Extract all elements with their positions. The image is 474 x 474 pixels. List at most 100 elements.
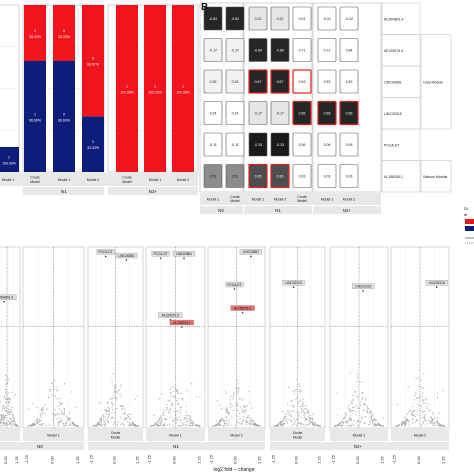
data-point (178, 424, 181, 427)
data-point (185, 411, 187, 413)
data-point (107, 402, 109, 405)
heatmap-cell-value: -0.11 (209, 143, 217, 147)
data-point (304, 419, 306, 421)
data-point (288, 410, 290, 412)
data-point (120, 416, 122, 418)
facet-box-n2 (312, 2, 382, 193)
data-point (342, 422, 345, 424)
data-point (52, 418, 55, 420)
heatmap-cell-value: 0.03 (324, 175, 331, 179)
column-label-line2: Model (122, 180, 132, 184)
data-point (311, 421, 314, 423)
data-point (214, 425, 216, 427)
heatmap-cell-value: 0.22 (255, 17, 262, 21)
data-point (258, 425, 260, 427)
facet-strip (270, 429, 325, 441)
column-label: Model 1 (58, 178, 71, 182)
data-point (250, 419, 253, 421)
data-point (291, 424, 294, 426)
data-point (63, 424, 66, 427)
facet-label: Model 2 (414, 434, 427, 438)
data-point (163, 409, 166, 411)
data-point (126, 420, 129, 422)
data-point (232, 398, 234, 400)
data-point (410, 414, 413, 416)
heatmap-cell (270, 38, 290, 62)
x-tick-label: 0.00 (50, 455, 55, 464)
data-point (171, 404, 174, 407)
heatmap-cell-value: -0.11 (231, 143, 239, 147)
data-point (113, 423, 115, 425)
data-point (356, 396, 359, 399)
data-point (422, 402, 425, 405)
data-point (422, 411, 424, 413)
highlight-point (3, 300, 5, 303)
data-point (3, 424, 6, 426)
data-point (160, 416, 163, 419)
group-strip-n2 (270, 442, 449, 450)
facet-label-line1: Crude (293, 431, 303, 435)
data-point (128, 416, 130, 418)
data-point (7, 411, 9, 413)
data-point (1, 415, 3, 417)
data-point (230, 424, 232, 426)
data-point (313, 424, 316, 427)
data-point (299, 406, 302, 408)
point-label: LINC00861 (243, 250, 259, 254)
data-point (300, 423, 302, 425)
data-point (300, 411, 303, 414)
data-point (6, 376, 9, 378)
data-point (340, 424, 343, 426)
data-point (34, 419, 37, 422)
data-point (363, 409, 366, 411)
data-point (307, 412, 309, 414)
bar-pct-label: 33.33% (29, 35, 41, 39)
data-point (58, 413, 61, 415)
heatmap-cell-value: 0.65 (299, 112, 306, 116)
data-point (99, 419, 101, 421)
data-point (415, 397, 418, 399)
heatmap-cell-value: 0.67 (277, 80, 284, 84)
group-strip-n1 (23, 187, 104, 195)
data-point (352, 410, 355, 412)
data-point (295, 424, 298, 427)
data-point (160, 415, 162, 417)
data-point (414, 394, 416, 397)
data-point (318, 425, 321, 427)
data-point (237, 391, 239, 393)
data-point (0, 422, 1, 425)
data-point (68, 417, 70, 420)
data-point (69, 420, 72, 423)
data-point (9, 422, 11, 425)
data-point (370, 410, 372, 413)
data-point (63, 414, 65, 416)
data-point (113, 391, 115, 394)
data-point (249, 401, 251, 404)
data-point (348, 404, 351, 407)
heatmap-cell (203, 69, 223, 94)
point-label-box (425, 280, 448, 286)
data-point (404, 420, 407, 422)
heatmap-cell (270, 69, 290, 94)
x-tick-label: 0.00 (3, 455, 8, 464)
data-point (53, 380, 56, 382)
column-label-line1: Crude (297, 195, 307, 199)
data-point (234, 424, 237, 427)
data-point (119, 393, 121, 395)
data-point (123, 424, 126, 427)
data-point (174, 396, 177, 398)
legend-key-blue (465, 226, 474, 231)
row-label: PCCA-DT (384, 143, 400, 147)
data-point (294, 389, 296, 391)
data-point (349, 411, 351, 413)
heatmap-cell (317, 100, 337, 126)
data-point (301, 404, 304, 406)
column-label: Model 1 (252, 198, 265, 202)
data-point (344, 413, 347, 415)
data-point (335, 425, 337, 427)
data-point (297, 411, 300, 413)
data-point (238, 422, 240, 424)
data-point (191, 423, 194, 426)
data-point (155, 422, 157, 424)
data-point (110, 401, 113, 404)
